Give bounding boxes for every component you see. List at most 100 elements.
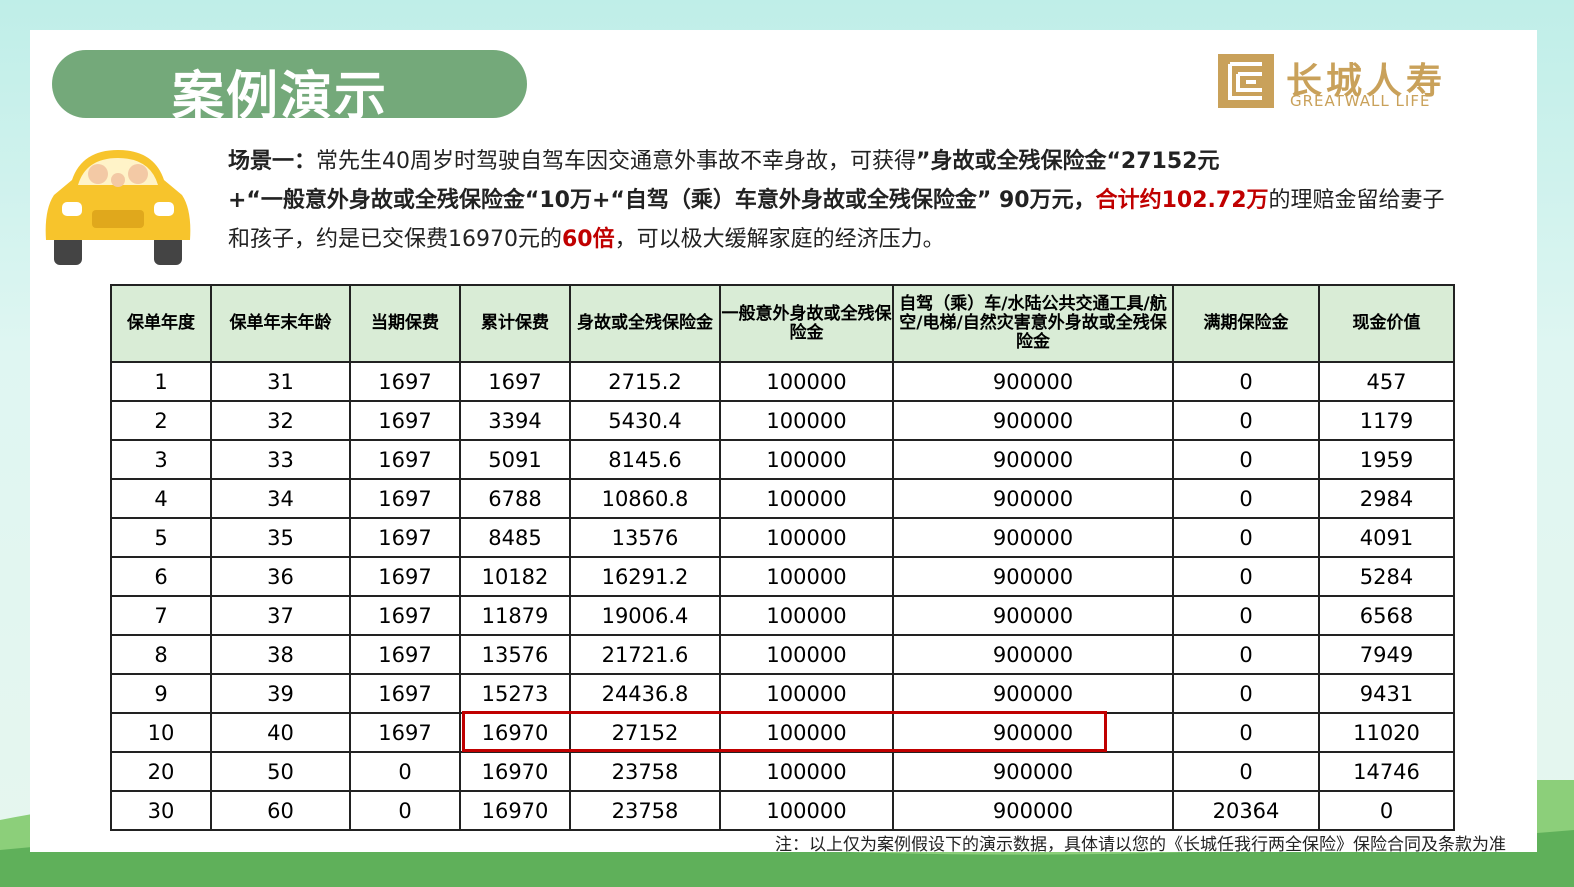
table-row: 2 32 1697 3394 5430.4 100000 900000 0 1179 bbox=[110, 400, 1455, 441]
column-header: 累计保费 bbox=[459, 284, 571, 363]
table-cell: 0 bbox=[1172, 751, 1320, 792]
table-cell: 8 bbox=[110, 634, 212, 675]
table-cell: 900000 bbox=[892, 556, 1174, 597]
table-row: 30 60 0 16970 23758 100000 900000 20364 0 bbox=[110, 790, 1455, 831]
table-cell: 100000 bbox=[719, 517, 894, 558]
table-cell: 36 bbox=[210, 556, 351, 597]
table-cell: 5284 bbox=[1318, 556, 1455, 597]
table-cell: 19006.4 bbox=[569, 595, 721, 636]
table-cell: 2984 bbox=[1318, 478, 1455, 519]
table-cell: 1697 bbox=[349, 673, 461, 714]
benefit-table: 保单年度 保单年末年龄 当期保费 累计保费 身故或全残保险金 一般意外身故或全残保险金 自驾… bbox=[110, 284, 1455, 831]
table-cell: 900000 bbox=[892, 361, 1174, 402]
table-cell: 0 bbox=[1318, 790, 1455, 831]
table-cell: 457 bbox=[1318, 361, 1455, 402]
table-cell: 32 bbox=[210, 400, 351, 441]
table-cell: 0 bbox=[1172, 595, 1320, 636]
table-cell: 16970 bbox=[459, 751, 571, 792]
table-cell: 100000 bbox=[719, 673, 894, 714]
table-cell: 5430.4 bbox=[569, 400, 721, 441]
column-header: 身故或全残保险金 bbox=[569, 284, 721, 363]
table-cell: 31 bbox=[210, 361, 351, 402]
scenario-bold: ”身故或全残保险金“27152元 bbox=[916, 149, 1220, 174]
table-cell: 0 bbox=[1172, 517, 1320, 558]
table-cell: 900000 bbox=[892, 595, 1174, 636]
table-cell: 16291.2 bbox=[569, 556, 721, 597]
title: 案例演示 bbox=[172, 67, 389, 127]
table-cell: 100000 bbox=[719, 790, 894, 831]
table-row: 7 37 1697 11879 19006.4 100000 900000 0 6568 bbox=[110, 595, 1455, 636]
table-cell: 15273 bbox=[459, 673, 571, 714]
table-cell: 900000 bbox=[892, 634, 1174, 675]
scenario-text: 场景一：常先生40周岁时驾驶自驾车因交通意外事故不幸身故，可获得”身故或全残保险… bbox=[228, 142, 1448, 259]
scenario-highlight: 合计约102.72万 bbox=[1095, 188, 1269, 213]
logo-cn: 长城人寿 bbox=[1286, 60, 1447, 102]
table-row: 6 36 1697 10182 16291.2 100000 900000 0 5284 bbox=[110, 556, 1455, 597]
logo-mark bbox=[1218, 54, 1274, 108]
table-cell: 1697 bbox=[349, 556, 461, 597]
table-cell: 6 bbox=[110, 556, 212, 597]
table-cell: 30 bbox=[110, 790, 212, 831]
column-header: 当期保费 bbox=[349, 284, 461, 363]
table-cell: 900000 bbox=[892, 751, 1174, 792]
table-cell: 0 bbox=[1172, 673, 1320, 714]
table-cell: 50 bbox=[210, 751, 351, 792]
table-row: 1 31 1697 1697 2715.2 100000 900000 0 457 bbox=[110, 361, 1455, 402]
table-row: 10 40 1697 16970 27152 100000 900000 0 11020 bbox=[110, 712, 1455, 753]
table-cell: 1697 bbox=[349, 712, 461, 753]
table-cell: 100000 bbox=[719, 361, 894, 402]
note: 注：以上仅为案例假设下的演示数据，具体请以您的《长城任我行两全保险》保险合同及条… bbox=[775, 835, 1506, 855]
table-cell: 38 bbox=[210, 634, 351, 675]
column-header: 保单年末年龄 bbox=[210, 284, 351, 363]
table-cell: 100000 bbox=[719, 556, 894, 597]
table-cell: 9431 bbox=[1318, 673, 1455, 714]
table-cell: 24436.8 bbox=[569, 673, 721, 714]
table-cell: 11879 bbox=[459, 595, 571, 636]
table-cell: 1697 bbox=[349, 595, 461, 636]
table-cell: 20 bbox=[110, 751, 212, 792]
table-cell: 100000 bbox=[719, 478, 894, 519]
scenario-bold: +“一般意外身故或全残保险金“10万+“自驾（乘）车意外身故或全残保险金” 90… bbox=[228, 188, 1096, 213]
table-cell: 21721.6 bbox=[569, 634, 721, 675]
table-cell: 0 bbox=[349, 751, 461, 792]
table-cell: 20364 bbox=[1172, 790, 1320, 831]
column-header: 保单年度 bbox=[110, 284, 212, 363]
table-cell: 8485 bbox=[459, 517, 571, 558]
scenario-text: 常先生40周岁时驾驶自驾车因交通意外事故不幸身故，可获得 bbox=[316, 149, 917, 174]
table-cell: 11020 bbox=[1318, 712, 1455, 753]
table-cell: 0 bbox=[1172, 478, 1320, 519]
table-row: 4 34 1697 6788 10860.8 100000 900000 0 2984 bbox=[110, 478, 1455, 519]
table-cell: 4091 bbox=[1318, 517, 1455, 558]
table-cell: 0 bbox=[1172, 361, 1320, 402]
scenario-text: ，可以极大缓解家庭的经济压力。 bbox=[614, 227, 945, 252]
car-icon bbox=[45, 150, 191, 265]
logo-en: GREATWALL LIFE bbox=[1290, 92, 1431, 110]
table-cell: 13576 bbox=[569, 517, 721, 558]
table-cell: 900000 bbox=[892, 673, 1174, 714]
table-cell: 1959 bbox=[1318, 439, 1455, 480]
title-banner: 案例演示 bbox=[52, 50, 527, 127]
table-cell: 900000 bbox=[892, 790, 1174, 831]
table-cell: 1697 bbox=[349, 517, 461, 558]
table-cell: 3 bbox=[110, 439, 212, 480]
table-cell: 33 bbox=[210, 439, 351, 480]
table-cell: 2715.2 bbox=[569, 361, 721, 402]
table-cell: 16970 bbox=[459, 712, 571, 753]
table-cell: 2 bbox=[110, 400, 212, 441]
table-cell: 100000 bbox=[719, 595, 894, 636]
column-header: 满期保险金 bbox=[1172, 284, 1320, 363]
table-row: 9 39 1697 15273 24436.8 100000 900000 0 9431 bbox=[110, 673, 1455, 714]
column-header: 自驾（乘）车/水陆公共交通工具/航空/电梯/自然灾害意外身故或全残保险金 bbox=[892, 284, 1174, 363]
scenario-text: 的理赔金留给妻子和孩子，约是已交保费16970元的 bbox=[228, 188, 1445, 252]
table-cell: 4 bbox=[110, 478, 212, 519]
table-cell: 37 bbox=[210, 595, 351, 636]
table-cell: 1697 bbox=[349, 634, 461, 675]
table-cell: 1179 bbox=[1318, 400, 1455, 441]
table-row: 20 50 0 16970 23758 100000 900000 0 14746 bbox=[110, 751, 1455, 792]
table-cell: 23758 bbox=[569, 790, 721, 831]
table-cell: 0 bbox=[1172, 712, 1320, 753]
table-cell: 100000 bbox=[719, 634, 894, 675]
table-cell: 1697 bbox=[349, 361, 461, 402]
table-cell: 60 bbox=[210, 790, 351, 831]
